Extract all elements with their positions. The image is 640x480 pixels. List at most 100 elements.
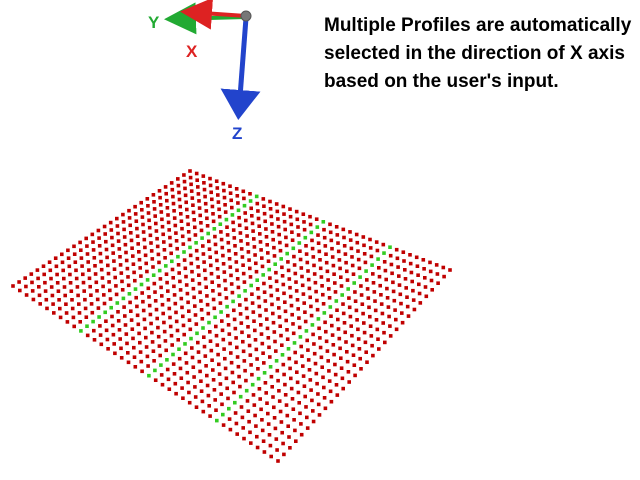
grid-point <box>163 339 168 343</box>
grid-point <box>190 355 195 360</box>
grid-point <box>91 248 96 252</box>
grid-point <box>263 381 268 385</box>
point-cloud-grid[interactable] <box>11 169 452 463</box>
grid-point <box>187 309 191 313</box>
grid-point <box>291 407 296 411</box>
grid-point <box>269 454 273 459</box>
grid-point <box>235 345 239 350</box>
grid-point <box>326 278 330 282</box>
grid-point <box>234 336 238 340</box>
grid-point <box>197 273 201 277</box>
grid-point <box>208 339 213 343</box>
grid-point <box>268 284 273 289</box>
grid-point <box>89 302 94 306</box>
grid-point <box>374 240 379 244</box>
grid-point <box>403 268 407 272</box>
grid-point <box>135 226 139 231</box>
grid-point <box>320 284 324 288</box>
grid-point <box>356 327 360 332</box>
grid-point <box>169 333 174 338</box>
grid-point <box>342 321 347 325</box>
grid-point <box>251 393 256 397</box>
grid-point <box>92 256 97 260</box>
grid-point <box>212 388 217 392</box>
grid-point <box>214 250 218 255</box>
selected-profile-point <box>267 267 271 272</box>
grid-point <box>230 290 235 295</box>
grid-point <box>422 267 426 271</box>
grid-point <box>332 352 336 357</box>
grid-point <box>89 293 93 297</box>
selected-profile-point <box>285 251 289 256</box>
grid-point <box>144 335 148 340</box>
grid-point <box>324 329 328 334</box>
selected-profile-point <box>225 304 229 309</box>
grid-point <box>64 311 69 315</box>
grid-point <box>310 238 314 243</box>
grid-point <box>281 282 286 287</box>
grid-point <box>294 209 299 214</box>
grid-point <box>170 343 174 347</box>
grid-point <box>124 258 129 263</box>
grid-point <box>103 232 107 236</box>
grid-point <box>191 203 195 207</box>
grid-point <box>146 286 151 291</box>
grid-point <box>311 255 316 259</box>
grid-point <box>172 284 176 289</box>
grid-point <box>365 287 370 291</box>
grid-point <box>321 375 325 380</box>
grid-point <box>229 198 233 203</box>
grid-point <box>258 232 262 236</box>
grid-point <box>285 328 289 332</box>
grid-point <box>110 314 114 319</box>
selected-profile-point <box>109 305 113 310</box>
grid-point <box>73 260 78 264</box>
grid-point <box>133 278 137 283</box>
grid-point <box>48 268 53 273</box>
selected-profile-point <box>237 294 241 298</box>
grid-point <box>198 290 202 295</box>
grid-point <box>297 316 301 320</box>
grid-point <box>106 271 111 276</box>
grid-point <box>44 297 49 302</box>
grid-point <box>197 199 201 203</box>
grid-point <box>264 227 268 231</box>
grid-point <box>386 305 391 309</box>
grid-point <box>203 201 208 206</box>
grid-point <box>285 413 290 418</box>
grid-point <box>324 260 329 265</box>
grid-point <box>372 290 377 294</box>
selected-profile-point <box>255 278 259 282</box>
grid-point <box>156 325 160 330</box>
grid-point <box>260 418 264 422</box>
grid-point <box>204 285 208 289</box>
grid-point <box>266 259 271 263</box>
grid-point <box>181 314 185 319</box>
selected-profile-point <box>244 388 249 393</box>
grid-point <box>277 315 282 319</box>
grid-point <box>214 179 219 183</box>
grid-point <box>249 206 253 211</box>
grid-point <box>102 293 106 297</box>
grid-point <box>169 251 173 256</box>
grid-point <box>210 280 214 284</box>
grid-point <box>184 200 188 205</box>
grid-point <box>264 235 269 239</box>
grid-point <box>312 342 316 346</box>
grid-point <box>153 299 158 303</box>
grid-point <box>237 215 241 220</box>
grid-point <box>317 249 322 254</box>
grid-point <box>205 294 209 298</box>
grid-point <box>378 283 382 288</box>
grid-point <box>312 263 316 268</box>
grid-point <box>236 285 241 290</box>
grid-point <box>220 319 224 323</box>
grid-point <box>198 369 202 374</box>
grid-point <box>223 203 227 207</box>
grid-point <box>197 281 202 286</box>
grid-point <box>239 247 244 251</box>
grid-point <box>218 301 223 305</box>
grid-point <box>203 276 208 281</box>
